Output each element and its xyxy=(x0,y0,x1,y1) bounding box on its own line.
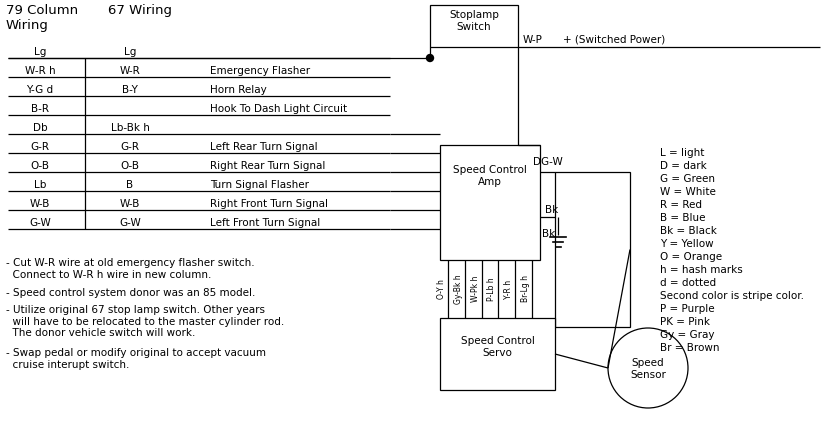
Text: Horn Relay: Horn Relay xyxy=(210,85,267,95)
Text: P-Lb h: P-Lb h xyxy=(487,277,496,301)
Text: Gy-Bk h: Gy-Bk h xyxy=(454,274,463,304)
Bar xyxy=(440,145,540,260)
Text: O-B: O-B xyxy=(120,161,139,171)
Text: Y-R h: Y-R h xyxy=(504,279,513,299)
Text: Lb: Lb xyxy=(34,180,46,190)
Text: Lb-Bk h: Lb-Bk h xyxy=(111,123,150,133)
Text: Second color is stripe color.: Second color is stripe color. xyxy=(660,291,804,301)
Bar xyxy=(440,318,555,390)
Text: W-Pk h: W-Pk h xyxy=(470,276,480,302)
Text: W-P: W-P xyxy=(523,35,543,45)
Text: W = White: W = White xyxy=(660,187,716,197)
Text: DG-W: DG-W xyxy=(533,157,562,167)
Text: Stoplamp
Switch: Stoplamp Switch xyxy=(449,10,499,32)
Text: B-R: B-R xyxy=(31,104,49,114)
Text: Emergency Flasher: Emergency Flasher xyxy=(210,66,310,76)
Text: B = Blue: B = Blue xyxy=(660,213,706,223)
Text: W-R: W-R xyxy=(119,66,140,76)
Bar xyxy=(430,5,518,47)
Text: W-R h: W-R h xyxy=(24,66,55,76)
Text: Right Rear Turn Signal: Right Rear Turn Signal xyxy=(210,161,325,171)
Text: PK = Pink: PK = Pink xyxy=(660,317,710,327)
Text: Lg: Lg xyxy=(123,47,136,57)
Text: Speed Control
Amp: Speed Control Amp xyxy=(453,165,527,187)
Text: Turn Signal Flasher: Turn Signal Flasher xyxy=(210,180,309,190)
Bar xyxy=(555,172,630,327)
Text: Speed
Sensor: Speed Sensor xyxy=(630,358,666,380)
Text: Hook To Dash Light Circuit: Hook To Dash Light Circuit xyxy=(210,104,347,114)
Text: Left Front Turn Signal: Left Front Turn Signal xyxy=(210,218,320,228)
Text: Y = Yellow: Y = Yellow xyxy=(660,239,714,249)
Text: G = Green: G = Green xyxy=(660,174,715,184)
Text: Bk: Bk xyxy=(542,229,555,239)
Text: - Speed control system donor was an 85 model.: - Speed control system donor was an 85 m… xyxy=(6,288,255,298)
Text: Br = Brown: Br = Brown xyxy=(660,343,720,353)
Text: O-B: O-B xyxy=(30,161,50,171)
Text: P = Purple: P = Purple xyxy=(660,304,715,314)
Text: - Swap pedal or modify original to accept vacuum
  cruise interupt switch.: - Swap pedal or modify original to accep… xyxy=(6,348,266,370)
Text: Lg: Lg xyxy=(34,47,46,57)
Circle shape xyxy=(427,55,433,61)
Text: Speed Control
Servo: Speed Control Servo xyxy=(460,336,534,358)
Text: Y-G d: Y-G d xyxy=(26,85,54,95)
Text: Left Rear Turn Signal: Left Rear Turn Signal xyxy=(210,142,318,152)
Text: W-B: W-B xyxy=(29,199,50,209)
Text: Gy = Gray: Gy = Gray xyxy=(660,330,715,340)
Text: R = Red: R = Red xyxy=(660,200,702,210)
Text: - Cut W-R wire at old emergency flasher switch.
  Connect to W-R h wire in new c: - Cut W-R wire at old emergency flasher … xyxy=(6,258,255,280)
Circle shape xyxy=(608,328,688,408)
Text: L = light: L = light xyxy=(660,148,705,158)
Text: W-B: W-B xyxy=(120,199,140,209)
Text: Br-Lg h: Br-Lg h xyxy=(521,275,530,303)
Text: - Utilize original 67 stop lamp switch. Other years
  will have to be relocated : - Utilize original 67 stop lamp switch. … xyxy=(6,305,284,338)
Text: h = hash marks: h = hash marks xyxy=(660,265,743,275)
Text: O = Orange: O = Orange xyxy=(660,252,722,262)
Text: D = dark: D = dark xyxy=(660,161,706,171)
Text: B: B xyxy=(127,180,134,190)
Text: G-W: G-W xyxy=(119,218,141,228)
Text: d = dotted: d = dotted xyxy=(660,278,717,288)
Text: G-W: G-W xyxy=(29,218,51,228)
Text: B-Y: B-Y xyxy=(122,85,138,95)
Text: Right Front Turn Signal: Right Front Turn Signal xyxy=(210,199,328,209)
Text: G-R: G-R xyxy=(120,142,139,152)
Text: Bk = Black: Bk = Black xyxy=(660,226,717,236)
Text: 67 Wiring: 67 Wiring xyxy=(108,4,172,17)
Text: + (Switched Power): + (Switched Power) xyxy=(563,35,665,45)
Text: 79 Column
Wiring: 79 Column Wiring xyxy=(6,4,78,32)
Text: Bk: Bk xyxy=(545,205,559,215)
Text: O-Y h: O-Y h xyxy=(437,279,446,299)
Text: G-R: G-R xyxy=(30,142,50,152)
Text: Db: Db xyxy=(33,123,47,133)
